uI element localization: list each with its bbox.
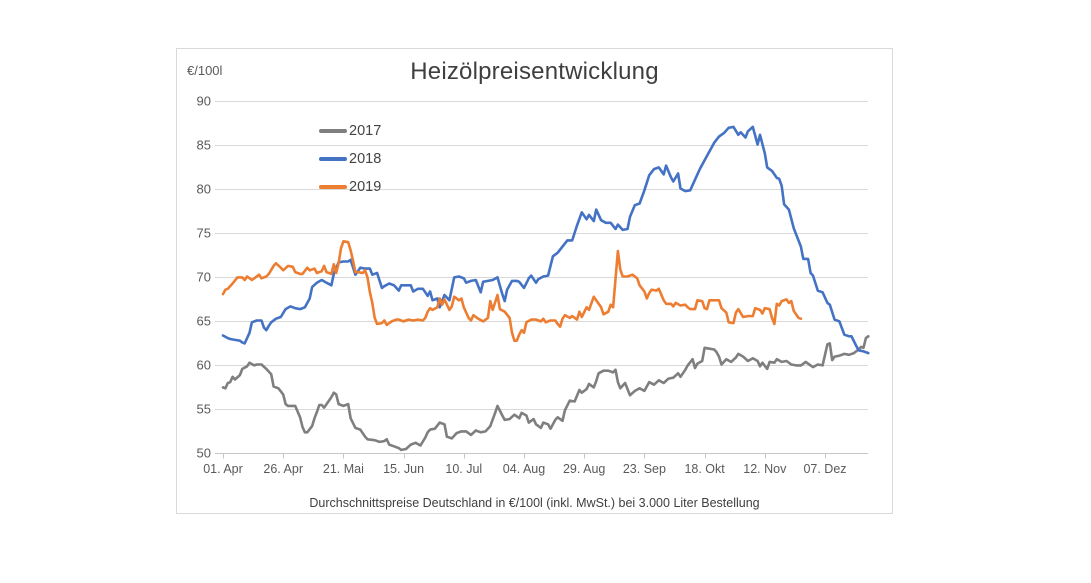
chart-title: Heizölpreisentwicklung [410,58,659,85]
x-tick-label: 29. Aug [562,461,606,476]
x-tick-label: 26. Apr [263,461,303,476]
y-tick-label: 65 [196,313,211,328]
series-line-2018 [221,125,870,355]
legend-label: 2018 [349,151,382,167]
legend-swatch-2017 [319,129,347,133]
legend-item-2019: 2019 [319,173,381,201]
y-tick-label: 80 [196,181,211,196]
series-line-2019 [221,240,803,343]
x-tick-label: 21. Mai [322,461,364,476]
x-tick-label: 23. Sep [622,461,666,476]
y-tick-label: 85 [196,137,211,152]
legend-label: 2017 [349,123,382,139]
x-tick-label: 07. Dez [803,461,847,476]
x-tick-label: 15. Jun [383,461,425,476]
x-tick-label: 01. Apr [203,461,243,476]
y-tick-label: 55 [196,401,211,416]
y-tick-label: 50 [196,445,211,460]
legend-label: 2019 [349,179,382,195]
y-tick-label: 60 [196,357,211,372]
series-line-2017 [221,334,870,452]
legend-swatch-2018 [319,157,347,161]
plot-area [215,101,870,459]
y-axis-unit-label: €/100l [187,63,223,78]
chart-caption: Durchschnittspreise Deutschland in €/100… [309,496,760,510]
y-tick-label: 90 [196,93,211,108]
legend-item-2017: 2017 [319,117,381,145]
legend-item-2018: 2018 [319,145,381,173]
x-tick-label: 04. Aug [502,461,546,476]
y-tick-label: 70 [196,269,211,284]
x-tick-label: 12. Nov [743,461,787,476]
legend-swatch-2019 [319,185,347,189]
x-tick-label: 10. Jul [445,461,483,476]
chart-card: €/100l Heizölpreisentwicklung 50 55 60 65 70… [176,48,893,514]
legend: 2017 2018 2019 [319,117,381,201]
x-tick-label: 18. Okt [684,461,725,476]
y-tick-label: 75 [196,225,211,240]
